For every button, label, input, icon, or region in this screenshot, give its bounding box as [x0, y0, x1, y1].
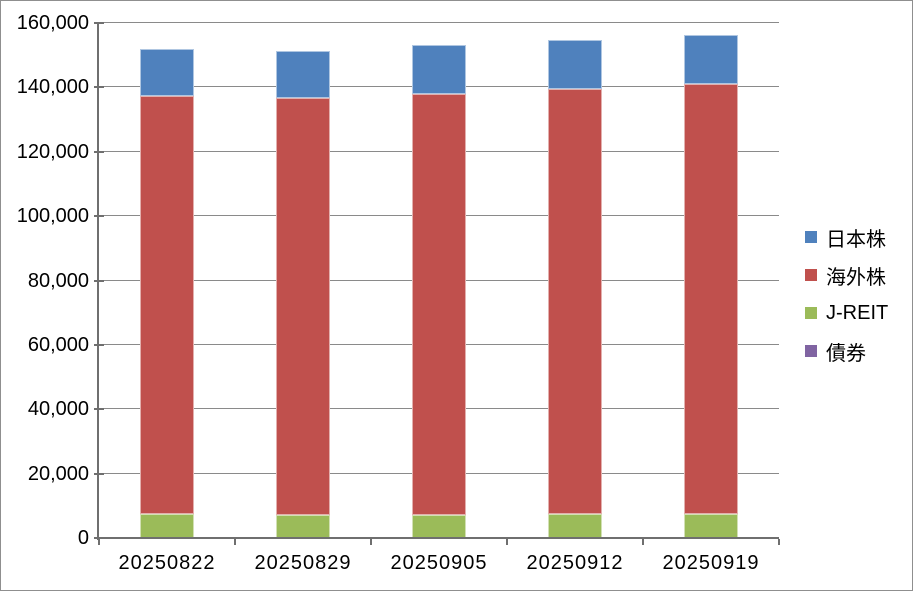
bar-segment-日本株	[412, 45, 466, 94]
bar-segment-J-REIT	[684, 514, 738, 538]
y-axis-tick	[94, 472, 104, 475]
y-tick-label: 20,000	[27, 462, 89, 485]
legend-item-J-REIT: J-REIT	[805, 299, 888, 327]
y-tick-label: 60,000	[27, 333, 89, 356]
legend-item-海外株: 海外株	[805, 261, 888, 289]
x-axis-label: 20250912	[526, 552, 624, 574]
x-axis-tick	[778, 539, 780, 545]
y-tick-label: 40,000	[27, 398, 89, 421]
bar-segment-日本株	[140, 49, 194, 97]
bar-segment-海外株	[140, 96, 194, 515]
x-axis-line	[97, 537, 779, 539]
bar-segment-J-REIT	[140, 514, 194, 538]
legend-label: 債券	[826, 342, 866, 365]
bar-segment-海外株	[412, 93, 466, 515]
y-axis-tick	[94, 408, 104, 411]
y-tick-label: 140,000	[16, 76, 89, 99]
y-tick-label: 80,000	[27, 269, 89, 292]
legend-item-債券: 債券	[805, 337, 888, 365]
legend-label: 海外株	[826, 266, 886, 289]
y-tick-label: 0	[77, 527, 89, 549]
x-axis-tick	[234, 539, 236, 545]
bar-segment-海外株	[548, 89, 602, 515]
bar-segment-日本株	[276, 51, 330, 98]
y-axis-tick	[94, 215, 104, 218]
legend-swatch-icon	[805, 269, 817, 281]
y-tick-label: 160,000	[16, 12, 89, 34]
y-tick-label: 100,000	[16, 205, 89, 228]
bar-segment-日本株	[548, 40, 602, 90]
legend-item-日本株: 日本株	[805, 223, 888, 251]
y-axis-line	[97, 23, 99, 540]
bar-segment-海外株	[276, 97, 330, 515]
legend-label: J-REIT	[826, 301, 889, 324]
x-axis-tick	[642, 539, 644, 545]
x-axis-tick	[506, 539, 508, 545]
x-axis-label: 20250829	[254, 552, 352, 574]
x-axis-label: 20250822	[118, 552, 216, 574]
y-axis-tick	[94, 86, 104, 89]
y-gridline	[99, 22, 779, 23]
x-axis-label: 20250919	[662, 552, 760, 574]
bar-segment-日本株	[684, 35, 738, 85]
legend-label: 日本株	[826, 228, 886, 251]
bar-segment-海外株	[684, 84, 738, 515]
x-axis-tick	[98, 539, 100, 545]
x-axis-tick	[370, 539, 372, 545]
y-axis-tick	[94, 150, 104, 153]
bar-segment-J-REIT	[412, 514, 466, 538]
y-axis-tick	[94, 343, 104, 346]
bar-segment-J-REIT	[276, 514, 330, 538]
legend: 日本株海外株 J-REIT 債券	[805, 223, 888, 375]
x-axis-label: 20250905	[390, 552, 488, 574]
legend-swatch-icon	[805, 345, 817, 357]
y-axis-tick	[94, 279, 104, 282]
legend-swatch-icon	[805, 307, 817, 319]
y-axis-tick	[94, 22, 104, 24]
y-tick-label: 120,000	[16, 140, 89, 163]
legend-swatch-icon	[805, 231, 817, 243]
bar-segment-J-REIT	[548, 514, 602, 538]
